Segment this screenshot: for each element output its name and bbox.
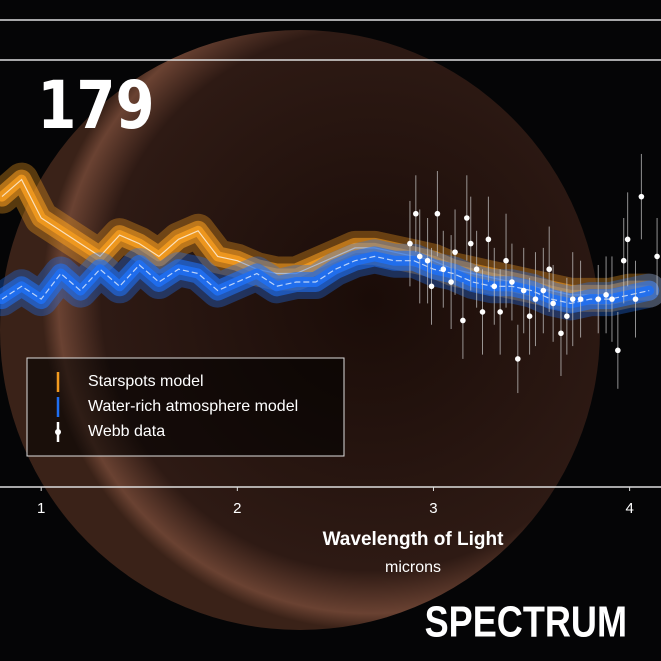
x-tick-label: 2 <box>233 500 241 517</box>
data-point <box>440 266 447 273</box>
data-point <box>460 317 466 324</box>
data-point <box>564 313 570 320</box>
data-point <box>407 240 413 247</box>
data-point <box>467 240 474 247</box>
model-line <box>1 255 650 305</box>
data-point <box>540 287 547 294</box>
data-point <box>609 296 615 302</box>
data-point <box>526 313 533 320</box>
data-point <box>638 193 645 200</box>
legend <box>26 357 345 457</box>
data-point <box>473 266 480 273</box>
counter: 179 <box>37 68 154 145</box>
data-point <box>497 309 503 315</box>
legend-label: Water-rich atmosphere model <box>88 398 298 415</box>
plot-area <box>0 153 661 394</box>
data-point <box>595 296 602 302</box>
data-point <box>558 330 564 337</box>
data-point <box>569 296 576 302</box>
data-point <box>491 283 498 290</box>
data-point <box>464 215 470 221</box>
data-point <box>485 236 492 243</box>
legend-label: Webb data <box>88 423 165 440</box>
data-point <box>654 253 660 260</box>
x-tick-label: 1 <box>37 500 45 517</box>
data-point <box>434 210 441 217</box>
data-point <box>452 249 458 255</box>
data-point <box>503 257 509 264</box>
data-point <box>620 257 627 264</box>
x-tick-label: 3 <box>429 500 437 517</box>
data-point <box>624 236 631 243</box>
legend-label: Starspots model <box>88 373 204 390</box>
data-point <box>424 257 431 264</box>
data-point <box>416 253 423 260</box>
data-point <box>546 266 552 273</box>
data-point <box>615 347 621 354</box>
data-point <box>520 287 527 294</box>
data-point <box>509 279 515 285</box>
legend-entries: Starspots model Water-rich atmosphere mod… <box>55 372 298 442</box>
data-point <box>479 309 486 315</box>
legend-swatch-dot <box>55 429 61 435</box>
planet <box>0 30 600 630</box>
data-point <box>448 279 454 285</box>
data-point <box>515 356 521 362</box>
data-point <box>532 296 539 302</box>
data-point <box>603 292 609 298</box>
data-point <box>413 210 419 217</box>
data-point <box>550 300 556 307</box>
data-point <box>428 283 435 290</box>
brand: SPECTRUM <box>425 597 627 646</box>
x-axis-label: Wavelength of Light <box>323 529 505 550</box>
x-axis-unit: microns <box>385 559 441 576</box>
data-point <box>577 296 584 302</box>
x-tick-label: 4 <box>625 500 633 517</box>
data-point <box>632 296 639 302</box>
